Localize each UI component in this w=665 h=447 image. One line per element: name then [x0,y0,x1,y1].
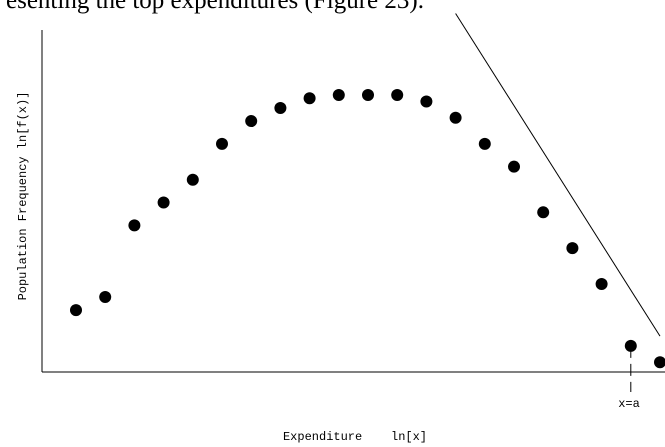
data-point [420,95,433,108]
caption-fragment: esenting the top expenditures (Figure 23… [6,0,424,14]
data-point [332,88,345,101]
data-point [303,92,316,105]
tangent-line [455,13,661,337]
data-point [99,291,112,304]
data-point [624,339,637,352]
plot-layer [70,13,665,392]
data-point [157,196,170,209]
y-axis-label: Population Frequency ln[f(x)] [16,92,30,301]
data-point [478,137,491,150]
data-point [449,111,462,124]
x-axis-label: Expenditure ln[x] [283,430,427,444]
data-point [128,219,141,232]
data-point [245,115,258,128]
data-point [566,242,579,255]
marker-label: x=a [618,397,640,411]
data-point [186,173,199,186]
data-point [362,88,374,101]
data-point [70,304,82,317]
data-point [274,102,287,115]
data-point [595,278,608,291]
data-point [537,206,550,219]
data-point [654,356,665,369]
data-point [391,88,404,101]
data-point [216,137,228,150]
data-point [508,160,520,173]
